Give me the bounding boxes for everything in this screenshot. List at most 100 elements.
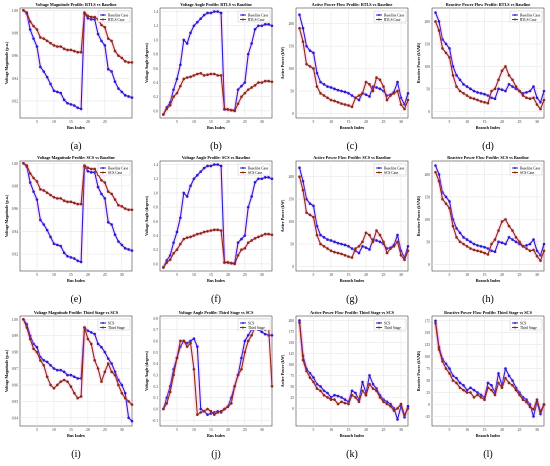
data-point [66,48,69,52]
legend-box [373,163,407,176]
y-tick-label: 1.00 [12,162,18,166]
y-tick-label: 125 [425,343,431,347]
data-point [336,241,340,245]
data-point [525,400,528,404]
data-point [263,79,267,83]
data-point [189,75,192,79]
data-point [361,380,364,384]
data-point [42,223,46,226]
data-point [192,367,196,371]
x-tick-label: 5 [36,120,38,124]
legend-label: Third Stage [384,326,401,330]
data-point [368,374,371,377]
data-point [340,89,343,93]
data-point [103,350,107,354]
x-axis-label: Bus Index [207,125,226,130]
data-point [368,382,371,386]
data-point [542,403,546,406]
data-point [406,249,410,253]
data-point [185,195,189,198]
data-point [354,391,357,395]
data-point [66,380,69,383]
data-point [172,95,175,99]
data-point [329,239,333,242]
data-point [371,387,375,390]
y-axis-label: Voltage Magnitude (p.u.) [4,41,9,84]
data-point [185,76,189,79]
legend-marker [378,326,380,329]
x-axis-label: Bus Index [207,433,226,438]
data-point [535,254,539,258]
data-point [189,339,192,343]
data-point [270,233,274,237]
data-point [62,378,66,382]
data-point [532,407,535,411]
x-tick-label: 10 [329,428,333,432]
data-point [59,380,63,383]
data-point [196,173,199,177]
y-tick-label: 1.00 [12,9,18,13]
data-point [39,359,42,362]
y-tick-label: 150 [289,341,295,345]
data-point [168,254,172,257]
data-point [406,98,410,102]
x-axis-label: Bus Index [207,278,226,283]
data-point [66,200,69,204]
data-point [350,94,354,97]
data-point [250,42,253,45]
x-tick-label: 15 [347,120,351,124]
x-axis-label: Branch Index [340,433,365,438]
data-point [32,190,35,193]
data-point [219,229,223,232]
y-tick-label: 0.8 [154,206,159,210]
data-point [165,402,169,405]
data-point [103,197,107,200]
x-tick-label: 20 [364,273,368,277]
data-point [511,229,514,232]
data-point [175,91,179,95]
y-tick-label: 0.96 [12,54,18,58]
data-point [206,407,209,411]
plot-frame [159,160,273,272]
y-tick-label: 0.0 [154,407,159,411]
y-tick-label: 25 [426,391,430,395]
legend-box [237,163,271,176]
y-tick-label: 0.6 [154,339,159,343]
data-point [79,202,83,206]
data-point [42,359,46,362]
data-point [253,237,257,240]
data-point [86,16,90,20]
data-point [93,359,96,362]
legend-marker [514,18,516,21]
data-point [340,252,343,256]
data-point [403,258,406,262]
data-point [347,245,350,248]
y-tick-label: 1.00 [12,318,18,322]
chart-title: Active Power Flow Profile: RTLS vs Basel… [312,2,393,7]
x-tick-label: 10 [329,120,333,124]
data-point [403,415,406,419]
data-point [45,39,49,43]
x-tick-label: 15 [483,428,487,432]
data-point [434,11,437,14]
chart-panel-l: -25 0 25 50 75 100 125 150 175 5 10 15 20 25 30 Reactiv… [412,310,550,466]
data-point [62,370,66,374]
y-tick-label: 50 [426,87,430,91]
x-tick-label: 25 [243,273,247,277]
y-tick-label: 100 [425,65,431,69]
data-point [305,62,308,66]
legend-label: Baseline Case [520,13,541,17]
data-point [73,375,76,379]
data-point [236,254,240,257]
data-point [199,232,203,235]
data-point [375,239,378,242]
data-point [493,250,497,253]
data-point [444,367,448,370]
legend-label: RTLS Case [384,18,401,22]
legend-marker [514,167,516,169]
data-point [458,381,462,385]
data-point [123,94,127,97]
data-point [49,383,52,387]
